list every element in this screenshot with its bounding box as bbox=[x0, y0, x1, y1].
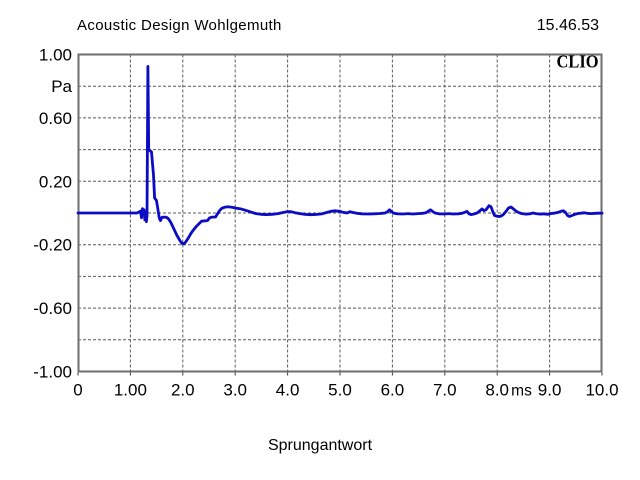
svg-text:2.0: 2.0 bbox=[171, 381, 195, 400]
svg-text:7.0: 7.0 bbox=[433, 381, 457, 400]
svg-text:5.0: 5.0 bbox=[328, 381, 352, 400]
svg-text:Acoustic Design Wohlgemuth: Acoustic Design Wohlgemuth bbox=[77, 17, 282, 34]
svg-text:8.0: 8.0 bbox=[485, 381, 509, 400]
svg-text:0.20: 0.20 bbox=[39, 172, 72, 191]
svg-text:4.0: 4.0 bbox=[276, 381, 300, 400]
svg-text:Sprungantwort: Sprungantwort bbox=[268, 437, 373, 454]
svg-text:-1.00: -1.00 bbox=[33, 363, 72, 382]
svg-text:10.0: 10.0 bbox=[585, 381, 618, 400]
svg-text:CLIO: CLIO bbox=[557, 52, 599, 72]
svg-text:1.00: 1.00 bbox=[114, 381, 147, 400]
svg-text:3.0: 3.0 bbox=[223, 381, 247, 400]
svg-text:-0.20: -0.20 bbox=[33, 236, 72, 255]
svg-text:9.0: 9.0 bbox=[538, 381, 562, 400]
svg-text:0: 0 bbox=[73, 381, 82, 400]
svg-text:Pa: Pa bbox=[51, 77, 72, 96]
svg-text:0.60: 0.60 bbox=[39, 109, 72, 128]
svg-text:15.46.53: 15.46.53 bbox=[537, 17, 599, 34]
svg-text:1.00: 1.00 bbox=[39, 46, 72, 65]
svg-text:-0.60: -0.60 bbox=[33, 299, 72, 318]
svg-text:ms: ms bbox=[511, 383, 532, 400]
svg-text:6.0: 6.0 bbox=[381, 381, 405, 400]
